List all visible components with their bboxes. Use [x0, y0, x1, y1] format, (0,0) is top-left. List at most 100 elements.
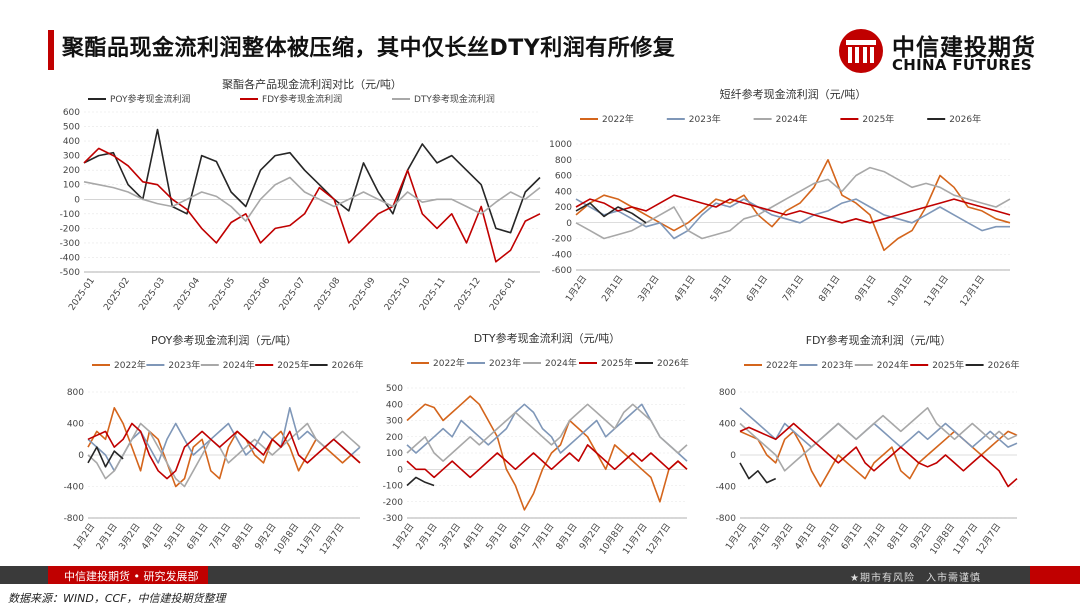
x-tick-label: 2025-09 [348, 276, 378, 313]
chart-svg-staple: 短纤参考现金流利润（元/吨） 2022年 2023年 2024年 2025年 2026年 1… [549, 87, 1011, 309]
x-tick-label: 3月2日 [770, 521, 796, 551]
y-tick-label: -400 [552, 250, 573, 260]
legend-label: 2023年 [821, 359, 853, 371]
x-tick-label: 11月1日 [922, 273, 951, 308]
chart-fdy: FDY参考现金流利润（元/吨） 2022年 2023年 2024年 2025年 2026年… [700, 330, 1025, 560]
x-tick-label: 2025-07 [278, 276, 308, 313]
legend-label: DTY参考现金流利润 [414, 93, 495, 105]
chart-title: DTY参考现金流利润（元/吨） [474, 331, 621, 345]
y-tick-label: 500 [386, 384, 403, 394]
legend-label: 2024年 [877, 359, 909, 371]
y-tick-label: -200 [60, 224, 81, 234]
x-tick-label: 2月1日 [94, 521, 120, 551]
series-line-0 [87, 407, 361, 488]
company-logo: 中信建投期货 CHINA FUTURES [836, 26, 1036, 76]
y-tick-label: 0 [78, 451, 84, 461]
legend-label: 2022年 [602, 113, 634, 125]
series-line-3 [406, 444, 688, 479]
x-tick-label: 8月1日 [885, 521, 911, 551]
x-tick-label: 7月1日 [531, 521, 557, 551]
legend-label: 2023年 [168, 359, 200, 371]
x-tick-label: 5月1日 [816, 521, 842, 551]
legend-label: 2022年 [766, 359, 798, 371]
y-tick-label: 800 [555, 156, 572, 166]
x-tick-label: 5月1日 [484, 521, 510, 551]
x-tick-label: 2025-08 [313, 276, 343, 313]
y-tick-label: 0 [397, 465, 403, 475]
x-tick-label: 8月1日 [817, 273, 843, 303]
legend-label: 2022年 [114, 359, 146, 371]
x-tick-label: 3月2日 [636, 273, 662, 303]
x-tick-label: 1月2日 [563, 273, 589, 303]
chart-svg-fdy: FDY参考现金流利润（元/吨） 2022年 2023年 2024年 2025年 2026年… [716, 333, 1020, 557]
citic-emblem-icon [839, 29, 883, 73]
y-tick-label: 300 [63, 152, 80, 162]
chart-svg-poy: POY参考现金流利润（元/吨） 2022年 2023年 2024年 2025年 2026年… [64, 333, 364, 557]
legend-label: FDY参考现金流利润 [262, 93, 342, 105]
y-tick-label: 600 [63, 108, 80, 118]
footer-bar [0, 566, 1080, 584]
chart-title: 聚酯各产品现金流利润对比（元/吨） [222, 77, 402, 91]
y-tick-label: -400 [716, 483, 737, 493]
y-tick-label: -500 [60, 268, 81, 278]
y-tick-label: 200 [63, 166, 80, 176]
logo-text-en: CHINA FUTURES [892, 56, 1032, 74]
legend-label: 2024年 [776, 113, 808, 125]
y-tick-label: 400 [67, 420, 84, 430]
chart-title: POY参考现金流利润（元/吨） [151, 333, 297, 347]
x-tick-label: 8月1日 [554, 521, 580, 551]
x-tick-label: 7月1日 [207, 521, 233, 551]
x-tick-label: 4月1日 [672, 273, 698, 303]
legend-label: 2026年 [332, 359, 364, 371]
series-line-0 [406, 395, 688, 511]
series-line-0 [739, 430, 1018, 488]
x-tick-label: 2025-03 [137, 276, 167, 313]
x-tick-label: 2月1日 [747, 521, 773, 551]
y-tick-label: 0 [730, 451, 736, 461]
y-tick-label: 300 [386, 417, 403, 427]
legend-label: 2024年 [223, 359, 255, 371]
legend-label: 2025年 [601, 357, 633, 369]
y-tick-label: -200 [552, 235, 573, 245]
y-tick-label: 100 [63, 181, 80, 191]
chart-poy: POY参考现金流利润（元/吨） 2022年 2023年 2024年 2025年 2026年… [48, 330, 368, 560]
page-title: 聚酯品现金流利润整体被压缩，其中仅长丝DTY利润有所修复 [62, 36, 676, 61]
x-tick-label: 1月2日 [391, 521, 417, 551]
x-tick-label: 12月1日 [958, 273, 987, 308]
x-tick-label: 2025-12 [453, 276, 483, 313]
x-tick-label: 2025-02 [102, 276, 132, 313]
x-tick-label: 2025-11 [418, 276, 448, 313]
series-line-3 [739, 422, 1018, 488]
legend-label: 2026年 [657, 357, 689, 369]
y-tick-label: 800 [719, 388, 736, 398]
x-tick-label: 5月1日 [162, 521, 188, 551]
x-tick-label: 2025-10 [383, 276, 413, 313]
chart-svg-dty: DTY参考现金流利润（元/吨） 2022年 2023年 2024年 2025年 2026年… [383, 331, 689, 557]
x-tick-label: 10月1日 [886, 273, 915, 308]
y-tick-label: -400 [64, 483, 85, 493]
x-tick-label: 2月1日 [600, 273, 626, 303]
legend-label: 2024年 [545, 357, 577, 369]
footer-accent [48, 566, 208, 584]
y-tick-label: 100 [386, 449, 403, 459]
y-tick-label: -600 [552, 266, 573, 276]
series-line-4 [739, 462, 777, 484]
y-tick-label: 0 [74, 195, 80, 205]
series-line-2 [406, 403, 688, 462]
series-line-3 [87, 422, 361, 480]
x-tick-label: 2月1日 [414, 521, 440, 551]
y-tick-label: -800 [64, 514, 85, 524]
x-tick-label: 6月1日 [744, 273, 770, 303]
y-tick-label: -400 [60, 253, 81, 263]
y-tick-label: 600 [555, 172, 572, 182]
legend-label: 2025年 [932, 359, 964, 371]
chart-main-comparison: 聚酯各产品现金流利润对比（元/吨） POY参考现金流利润 FDY参考现金流利润 DTY… [48, 74, 548, 324]
y-tick-label: 500 [63, 123, 80, 133]
logo-text-cn: 中信建投期货 [892, 35, 1036, 61]
x-tick-label: 4月1日 [461, 521, 487, 551]
x-tick-label: 4月1日 [793, 521, 819, 551]
y-tick-label: 400 [555, 187, 572, 197]
series-line-4 [406, 476, 435, 487]
x-tick-label: 4月1日 [139, 521, 165, 551]
x-tick-label: 2026-01 [488, 276, 518, 313]
